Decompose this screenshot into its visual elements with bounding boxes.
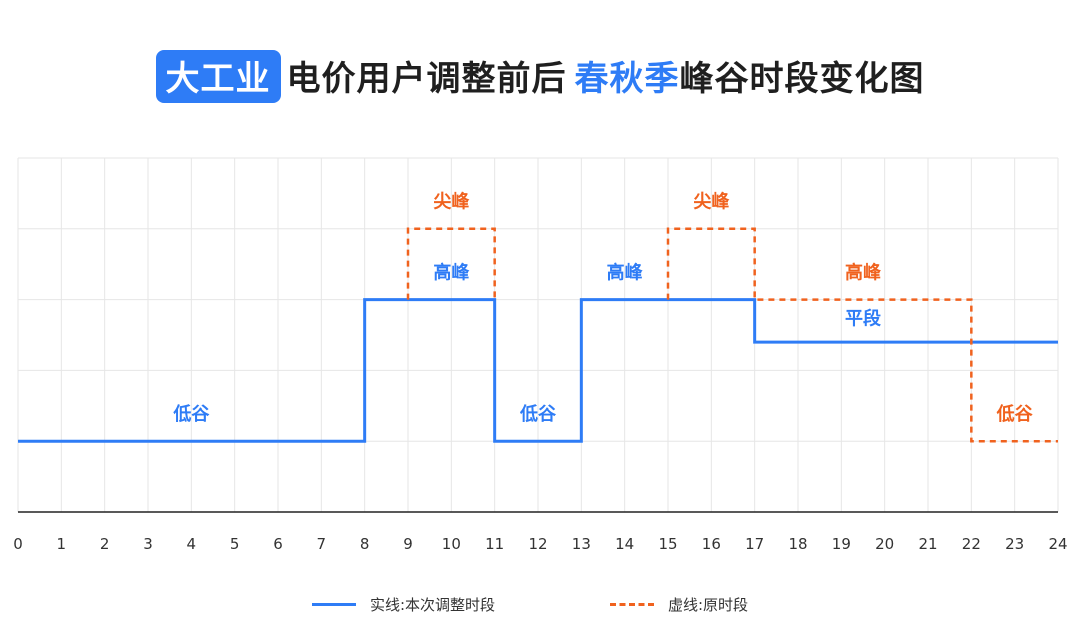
period-label: 高峰 <box>433 261 470 283</box>
legend-item-old: 虚线:原时段 <box>610 594 748 615</box>
period-label: 尖峰 <box>433 190 470 212</box>
chart-title: 大工业 电价用户调整前后 春秋季峰谷时段变化图 <box>0 50 1080 103</box>
x-tick-label: 11 <box>485 535 504 553</box>
legend-label-old: 虚线:原时段 <box>668 596 749 614</box>
x-tick-label: 3 <box>143 535 153 553</box>
x-tick-label: 7 <box>317 535 327 553</box>
x-tick-label: 23 <box>1005 535 1024 553</box>
period-label: 高峰 <box>845 261 882 283</box>
x-tick-label: 18 <box>788 535 807 553</box>
period-label: 尖峰 <box>693 190 730 212</box>
x-tick-label: 12 <box>528 535 547 553</box>
x-tick-label: 6 <box>273 535 283 553</box>
x-tick-label: 4 <box>187 535 197 553</box>
x-tick-label: 22 <box>962 535 981 553</box>
x-tick-label: 1 <box>57 535 67 553</box>
title-rest: 峰谷时段变化图 <box>679 59 925 99</box>
legend-swatch-dashed <box>610 603 654 606</box>
x-tick-label: 0 <box>13 535 23 553</box>
period-label: 高峰 <box>607 261 644 283</box>
legend-swatch-solid <box>312 603 356 606</box>
x-tick-label: 9 <box>403 535 413 553</box>
series-line-new <box>18 298 1058 443</box>
title-badge: 大工业 <box>155 50 281 103</box>
title-highlight: 春秋季 <box>574 59 680 99</box>
x-tick-label: 14 <box>615 535 634 553</box>
period-label: 低谷 <box>172 403 210 425</box>
x-tick-label: 19 <box>832 535 851 553</box>
x-tick-label: 2 <box>100 535 110 553</box>
series-line-old <box>406 227 496 300</box>
x-tick-label: 20 <box>875 535 894 553</box>
x-tick-label: 17 <box>745 535 764 553</box>
legend: 实线:本次调整时段 虚线:原时段 <box>0 594 1080 618</box>
period-label: 低谷 <box>519 403 557 425</box>
period-label: 平段 <box>845 307 882 329</box>
x-tick-label: 15 <box>658 535 677 553</box>
x-tick-label: 16 <box>702 535 721 553</box>
legend-label-new: 实线:本次调整时段 <box>370 596 496 614</box>
x-tick-label: 13 <box>572 535 591 553</box>
x-tick-label: 5 <box>230 535 240 553</box>
title-middle: 电价用户调整前后 <box>286 59 567 99</box>
legend-item-new: 实线:本次调整时段 <box>312 594 495 615</box>
x-tick-label: 24 <box>1048 535 1067 553</box>
x-tick-label: 21 <box>918 535 937 553</box>
period-label: 低谷 <box>996 403 1034 425</box>
x-tick-label: 10 <box>442 535 461 553</box>
series-line-old <box>666 227 1058 443</box>
x-tick-label: 8 <box>360 535 370 553</box>
